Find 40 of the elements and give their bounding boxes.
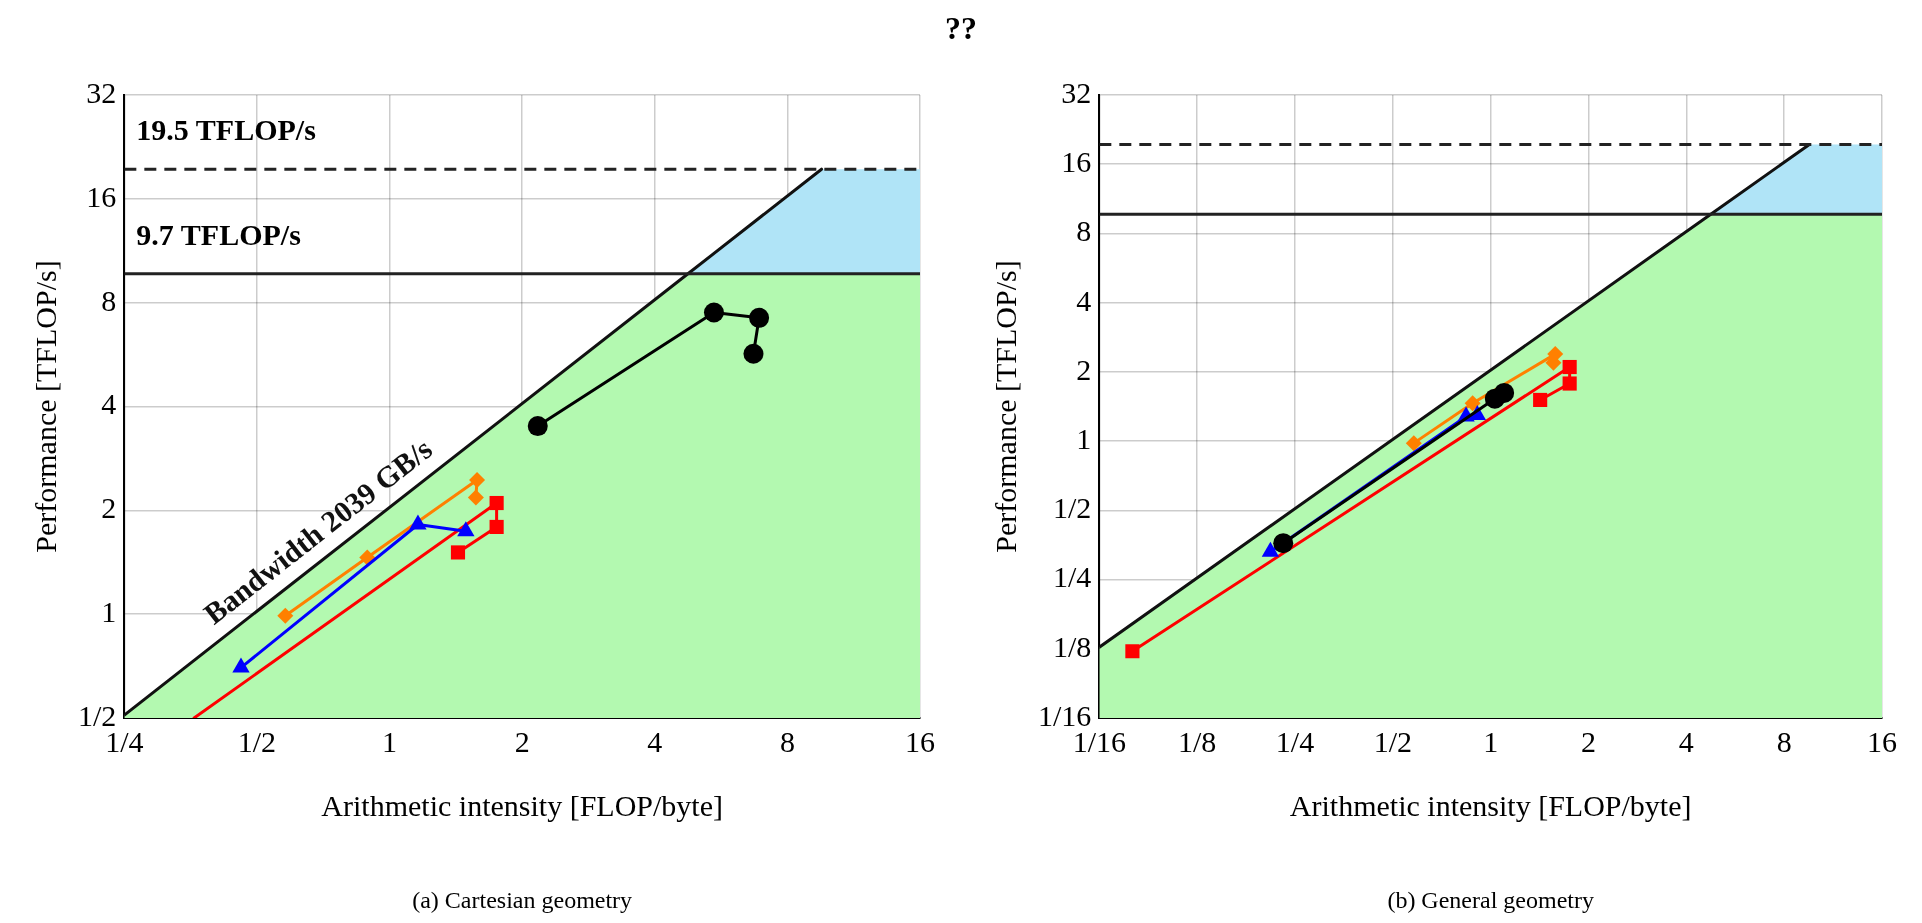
x-tick-label: 8 bbox=[779, 724, 795, 758]
x-axis-title: Arithmetic intensity [FLOP/byte] bbox=[1289, 788, 1692, 822]
y-tick-label: 1/4 bbox=[1052, 560, 1092, 594]
x-tick-label: 1/2 bbox=[237, 724, 277, 758]
y-tick-label: 1/2 bbox=[1052, 491, 1092, 525]
y-tick-label: 2 bbox=[101, 491, 117, 525]
y-tick-label: 8 bbox=[101, 283, 117, 317]
ref-line-label: 19.5 TFLOP/s bbox=[136, 112, 316, 146]
chart-title: ?? bbox=[944, 10, 978, 47]
y-axis-title: Performance [TFLOP/s] bbox=[988, 260, 1022, 553]
y-tick-label: 1 bbox=[1076, 421, 1092, 455]
x-tick-label: 8 bbox=[1776, 724, 1792, 758]
x-tick-label: 16 bbox=[1867, 724, 1897, 758]
y-tick-label: 1/8 bbox=[1052, 629, 1092, 663]
y-tick-label: 1/2 bbox=[77, 698, 117, 732]
x-tick-label: 1/2 bbox=[1373, 724, 1413, 758]
x-tick-label: 1 bbox=[382, 724, 398, 758]
ref-line-label: 9.7 TFLOP/s bbox=[136, 217, 301, 251]
y-tick-label: 1/16 bbox=[1037, 698, 1092, 732]
y-tick-label: 4 bbox=[101, 387, 117, 421]
y-tick-label: 16 bbox=[1061, 145, 1092, 179]
y-tick-label: 32 bbox=[86, 75, 117, 109]
x-axis-title: Arithmetic intensity [FLOP/byte] bbox=[321, 788, 723, 822]
text: (b) General geometry bbox=[1387, 887, 1594, 913]
x-tick-label: 4 bbox=[1678, 724, 1694, 758]
y-tick-label: 1 bbox=[101, 595, 117, 629]
x-tick-label: 2 bbox=[1581, 724, 1596, 758]
y-tick-label: 32 bbox=[1061, 75, 1092, 109]
y-axis-title: Performance [TFLOP/s] bbox=[28, 260, 62, 553]
x-tick-label: 4 bbox=[647, 724, 663, 758]
y-tick-label: 4 bbox=[1076, 283, 1092, 317]
y-tick-label: 2 bbox=[1076, 352, 1092, 386]
x-tick-label: 1/8 bbox=[1178, 724, 1217, 758]
x-tick-label: 16 bbox=[905, 724, 935, 758]
y-tick-label: 8 bbox=[1076, 214, 1092, 248]
y-tick-label: 16 bbox=[86, 179, 117, 213]
text: (a) Cartesian geometry bbox=[412, 887, 633, 913]
x-tick-label: 1/4 bbox=[1275, 724, 1315, 758]
x-tick-label: 2 bbox=[514, 724, 530, 758]
x-tick-label: 1 bbox=[1483, 724, 1499, 758]
